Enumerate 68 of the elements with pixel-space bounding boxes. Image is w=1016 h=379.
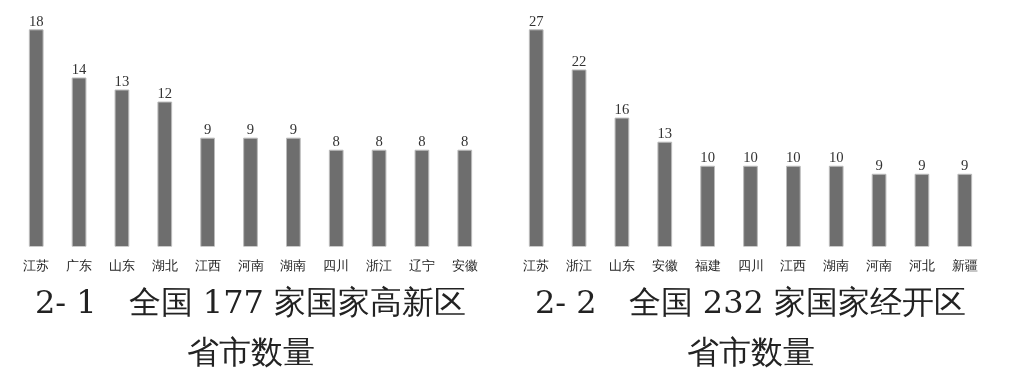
text: 2- 1 全国 177 家国家高新区省市数量 [34, 282, 467, 371]
bar [114, 89, 130, 247]
bar [286, 137, 301, 247]
bar [200, 137, 215, 247]
bar [828, 165, 844, 247]
bar [871, 173, 887, 247]
data-label: 13 [114, 73, 130, 90]
x-tick-label: 河北 [908, 257, 935, 273]
x-tick-label: 江苏 [523, 257, 550, 273]
x-tick-label: 湖南 [823, 257, 850, 273]
x-tick-label: 浙江 [566, 257, 593, 273]
data-label: 10 [743, 149, 758, 166]
bar [700, 165, 715, 247]
data-label: 12 [157, 85, 173, 102]
x-tick-label: 安徽 [651, 257, 678, 273]
data-label: 9 [203, 121, 212, 138]
x-tick-label: 江苏 [23, 257, 50, 273]
x-tick-label: 广东 [66, 257, 93, 273]
bar [743, 165, 758, 247]
x-tick-label: 湖南 [280, 257, 307, 273]
x-tick-label: 江西 [194, 257, 221, 273]
data-label: 18 [28, 12, 44, 29]
bar [414, 149, 430, 247]
data-label: 10 [786, 149, 801, 166]
data-label: 27 [528, 12, 544, 29]
bar [786, 165, 801, 247]
x-tick-label: 福建 [694, 257, 721, 273]
data-label: 13 [657, 125, 673, 142]
bar [614, 117, 630, 247]
data-label: 8 [418, 133, 426, 150]
data-label: 22 [571, 52, 587, 69]
x-tick-label: 河南 [866, 257, 893, 273]
x-tick-label: 新疆 [951, 257, 978, 273]
bar [957, 173, 973, 247]
bar [657, 141, 673, 247]
data-label: 8 [461, 133, 469, 150]
bar [528, 29, 544, 247]
data-label: 9 [246, 121, 255, 138]
x-tick-label: 四川 [323, 257, 350, 273]
data-label: 9 [289, 121, 298, 138]
data-label: 16 [614, 101, 630, 118]
x-tick-label: 江西 [780, 257, 807, 273]
bar [914, 173, 930, 247]
bar [371, 149, 387, 247]
data-label: 9 [875, 157, 883, 174]
data-label: 10 [828, 149, 844, 166]
data-label: 9 [918, 157, 926, 174]
x-tick-label: 湖北 [151, 257, 178, 273]
bar [157, 101, 173, 247]
x-tick-label: 浙江 [366, 257, 393, 273]
data-label: 9 [961, 157, 969, 174]
data-label: 8 [375, 133, 383, 150]
data-label: 10 [700, 149, 715, 166]
x-tick-label: 四川 [737, 257, 764, 273]
x-tick-label: 辽宁 [408, 257, 435, 273]
x-tick-label: 山东 [608, 257, 635, 273]
data-label: 14 [71, 60, 88, 77]
bar [71, 77, 87, 247]
text: 2- 2 全国 232 家国家经开区省市数量 [534, 282, 967, 371]
bar [243, 137, 258, 247]
x-tick-label: 河南 [237, 257, 264, 273]
x-tick-label: 安徽 [451, 257, 478, 273]
bar [328, 149, 344, 247]
bar [457, 149, 473, 247]
data-label: 8 [332, 133, 340, 150]
bar [571, 69, 587, 247]
x-tick-label: 山东 [108, 257, 135, 273]
bar [28, 29, 44, 247]
